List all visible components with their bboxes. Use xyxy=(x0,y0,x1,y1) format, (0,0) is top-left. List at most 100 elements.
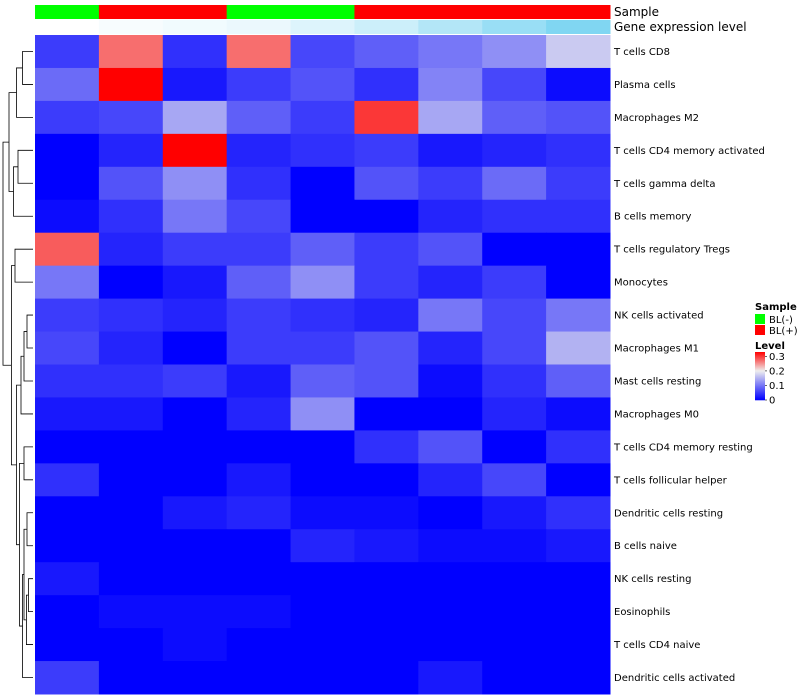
row-label: Dendritic cells resting xyxy=(614,508,723,519)
heatmap-cell xyxy=(482,364,547,398)
heatmap-cell xyxy=(98,496,164,530)
heatmap-cell xyxy=(226,562,292,596)
heatmap-cell xyxy=(162,397,228,431)
heatmap-cell xyxy=(354,35,419,69)
row-label: T cells CD4 memory resting xyxy=(613,442,753,453)
heatmap-cell xyxy=(354,430,419,464)
level-legend-gradient-step xyxy=(755,385,765,387)
heatmap-cell xyxy=(162,595,228,629)
heatmap-cell xyxy=(35,529,100,563)
heatmap-cell xyxy=(290,628,355,662)
heatmap-cell xyxy=(226,364,292,398)
sample-annotation-cell xyxy=(226,5,292,19)
level-legend-gradient-step xyxy=(755,374,765,376)
heatmap-cell xyxy=(162,364,228,398)
level-legend-gradient-step xyxy=(755,377,765,379)
level-legend-tick-label: 0 xyxy=(769,396,775,407)
heatmap-cell xyxy=(546,298,611,333)
row-label: Eosinophils xyxy=(614,607,670,618)
heatmap-cell xyxy=(162,496,228,530)
expression-annotation-cell xyxy=(98,20,164,34)
level-legend-gradient-step xyxy=(755,398,765,400)
heatmap-cell xyxy=(162,199,228,234)
sample-annotation-cell xyxy=(482,5,547,19)
heatmap-cell xyxy=(226,628,292,662)
heatmap-cell xyxy=(35,100,100,135)
heatmap-cell xyxy=(290,331,355,365)
row-label: T cells CD4 memory activated xyxy=(613,146,765,157)
level-legend-gradient-step xyxy=(755,380,765,382)
heatmap-cell xyxy=(354,199,419,234)
heatmap-cell xyxy=(546,35,611,69)
heatmap-cell xyxy=(546,199,611,234)
heatmap-cell xyxy=(35,298,100,333)
dendrogram-branch xyxy=(25,594,33,645)
dendrogram-branch xyxy=(16,384,21,546)
heatmap-cell xyxy=(354,496,419,530)
level-legend-gradient-step xyxy=(755,383,765,385)
row-dendrogram xyxy=(2,51,33,678)
heatmap-cell xyxy=(354,133,419,168)
heatmap-cell xyxy=(418,397,483,431)
heatmap-cell xyxy=(290,265,355,300)
heatmap-cell xyxy=(290,496,355,530)
level-legend-gradient-step xyxy=(755,373,765,375)
dendrogram-branch xyxy=(16,67,33,118)
level-legend-gradient-step xyxy=(755,394,765,396)
row-label: B cells memory xyxy=(614,212,691,223)
heatmap-cell xyxy=(226,166,292,201)
heatmap-cell xyxy=(162,265,228,300)
dendrogram-branch xyxy=(8,92,17,192)
heatmap-cell xyxy=(35,463,100,497)
row-labels: T cells CD8 Plasma cells Macrophages M2 T c… xyxy=(613,47,765,684)
sample-legend-label: BL(+) xyxy=(769,326,798,337)
heatmap-cell xyxy=(418,298,483,333)
expression-annotation-cell xyxy=(482,20,547,34)
level-legend-gradient-step xyxy=(755,362,765,364)
heatmap-cell xyxy=(482,496,547,530)
heatmap-cell xyxy=(290,35,355,69)
heatmap-cell xyxy=(98,595,164,629)
heatmap-cell xyxy=(418,496,483,530)
heatmap-cell xyxy=(354,595,419,629)
heatmap-cell xyxy=(546,562,611,596)
heatmap-cell xyxy=(226,67,292,102)
level-legend-gradient-step xyxy=(755,388,765,390)
level-legend-title: Level xyxy=(755,341,785,352)
heatmap-cell xyxy=(290,133,355,168)
row-label: Mast cells resting xyxy=(614,376,701,387)
heatmap-cell xyxy=(290,232,355,267)
heatmap-cell xyxy=(482,35,547,69)
heatmap-cell xyxy=(162,529,228,563)
heatmap-cell xyxy=(226,331,292,365)
level-legend-gradient-step xyxy=(755,365,765,367)
sample-legend-label: BL(-) xyxy=(769,315,793,326)
level-legend-gradient-step xyxy=(755,371,765,373)
heatmap-cell xyxy=(162,430,228,464)
heatmap-cell xyxy=(546,364,611,398)
heatmap-cell xyxy=(226,100,292,135)
level-legend-gradient-step xyxy=(755,369,765,371)
heatmap-cell xyxy=(162,331,228,365)
heatmap-cell xyxy=(546,100,611,135)
heatmap-cell xyxy=(226,529,292,563)
heatmap-cell xyxy=(418,529,483,563)
dendrogram-branch xyxy=(23,331,33,382)
heatmap-cell xyxy=(418,166,483,201)
heatmap-cell xyxy=(354,529,419,563)
heatmap-cell xyxy=(546,430,611,464)
level-legend-gradient-step xyxy=(755,364,765,366)
heatmap-cell xyxy=(226,298,292,333)
heatmap-cell xyxy=(354,67,419,102)
heatmap-cell xyxy=(35,265,100,300)
heatmap-cell xyxy=(354,562,419,596)
heatmap-cell xyxy=(418,364,483,398)
heatmap-cell xyxy=(98,364,164,398)
heatmap-cell xyxy=(35,232,100,267)
dendrogram-branch xyxy=(26,314,33,349)
sample-annotation-cell xyxy=(354,5,419,19)
level-legend-gradient-step xyxy=(755,399,765,401)
heatmap-cell xyxy=(226,199,292,234)
sample-legend-title: Sample xyxy=(755,302,797,313)
level-legend-gradient-step xyxy=(755,381,765,383)
